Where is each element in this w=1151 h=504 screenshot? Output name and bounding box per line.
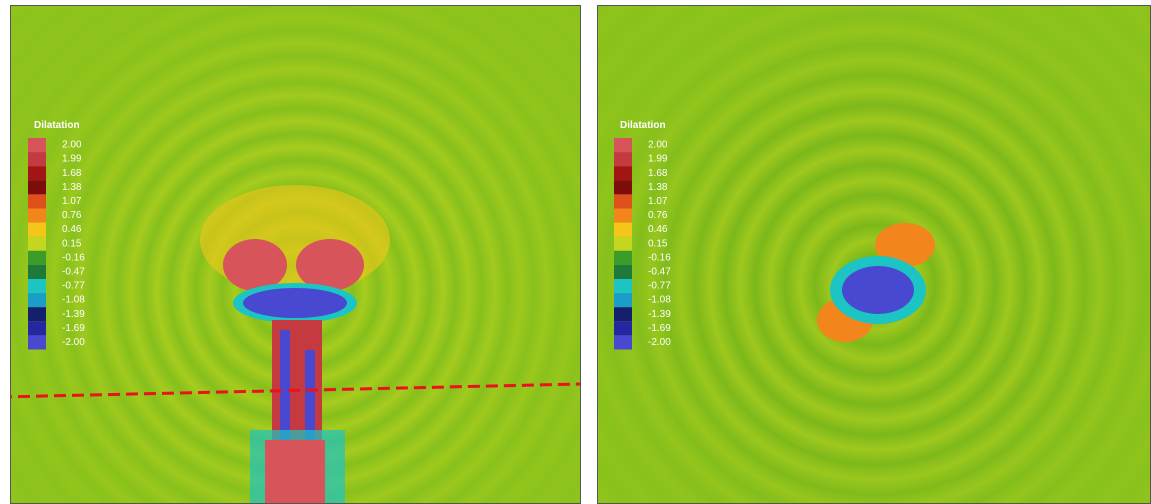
legend-swatch (28, 223, 46, 237)
legend-label: 0.46 (648, 224, 668, 235)
legend-title: Dilatation (34, 120, 80, 131)
legend-swatch (28, 209, 46, 223)
legend-swatch (614, 293, 632, 307)
legend-label: -1.39 (62, 309, 85, 320)
legend-swatch (614, 138, 632, 152)
legend-label: 1.07 (648, 196, 668, 207)
legend-swatch (28, 152, 46, 166)
legend-swatch (614, 180, 632, 194)
legend-swatch (28, 279, 46, 293)
legend-swatch (28, 251, 46, 265)
legend-swatch (28, 166, 46, 180)
legend-label: 0.15 (648, 238, 668, 249)
legend-label: -1.08 (62, 295, 85, 306)
legend-swatch (614, 152, 632, 166)
legend-label: 1.99 (648, 154, 668, 165)
legend-label: 1.38 (62, 182, 82, 193)
legend-swatch (614, 209, 632, 223)
legend-label: 0.76 (62, 210, 82, 221)
legend-label: 2.00 (648, 140, 668, 151)
legend-label: 0.46 (62, 224, 82, 235)
legend-label: -0.77 (648, 281, 671, 292)
legend-swatch (614, 279, 632, 293)
legend-label: 1.38 (648, 182, 668, 193)
legend-label: -0.47 (648, 267, 671, 278)
legend-label: 0.15 (62, 238, 82, 249)
legend-label: 1.99 (62, 154, 82, 165)
legend-label: -2.00 (62, 337, 85, 348)
legend-swatch (614, 223, 632, 237)
legend-swatch (28, 293, 46, 307)
legend-label: -2.00 (648, 337, 671, 348)
legend-swatch (28, 180, 46, 194)
legend-swatch (28, 307, 46, 321)
legend-swatch (614, 194, 632, 208)
legend-swatch (614, 251, 632, 265)
legend-label: -1.39 (648, 309, 671, 320)
legend-swatch (28, 138, 46, 152)
legend-label: -1.69 (62, 323, 85, 334)
legend-swatch (614, 321, 632, 335)
legend-swatch (614, 335, 632, 349)
figure-svg: Dilatation 2.00 1.99 1.68 1.38 1.07 0.76 0.46 0.… (0, 0, 1151, 504)
legend-swatch (614, 307, 632, 321)
legend-label: 2.00 (62, 140, 82, 151)
legend-swatch (28, 237, 46, 251)
right-panel (597, 5, 1151, 504)
figure: Dilatation 2.00 1.99 1.68 1.38 1.07 0.76 0.46 0.… (0, 0, 1151, 504)
legend-label: 0.76 (648, 210, 668, 221)
legend-label: 1.68 (62, 168, 82, 179)
legend-swatch (28, 194, 46, 208)
legend-label: -0.16 (648, 252, 671, 263)
legend-swatch (28, 321, 46, 335)
legend-label: -1.69 (648, 323, 671, 334)
legend-label: 1.07 (62, 196, 82, 207)
legend-label: -0.77 (62, 281, 85, 292)
legend-swatch (614, 166, 632, 180)
legend-label: -1.08 (648, 295, 671, 306)
legend-label: -0.47 (62, 267, 85, 278)
legend-swatch (614, 265, 632, 279)
legend-swatch (614, 237, 632, 251)
legend-swatch (28, 335, 46, 349)
legend-label: -0.16 (62, 252, 85, 263)
legend-swatch (28, 265, 46, 279)
left-panel (0, 5, 581, 504)
legend-label: 1.68 (648, 168, 668, 179)
legend-title: Dilatation (620, 120, 666, 131)
